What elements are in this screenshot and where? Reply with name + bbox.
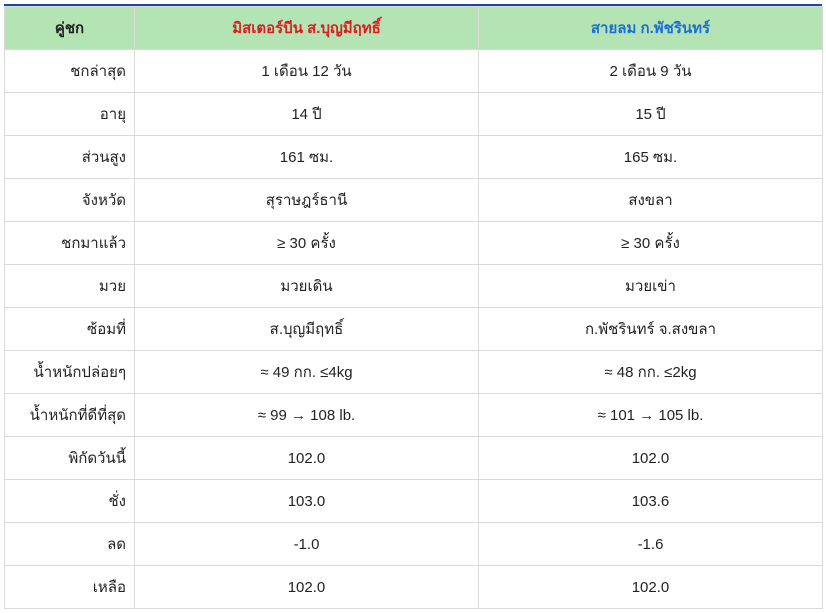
table-row: อายุ 14 ปี 15 ปี — [5, 93, 823, 136]
table-row: ส่วนสูง 161 ซม. 165 ซม. — [5, 136, 823, 179]
header-row: คู่ชก มิสเตอร์บีน ส.บุญมีฤทธิ์ สายลม ก.พ… — [5, 7, 823, 50]
row-value-a: 102.0 — [135, 437, 479, 480]
row-value-b: ≈ 48 กก. ≤2kg — [479, 351, 823, 394]
row-label: พิกัดวันนี้ — [5, 437, 135, 480]
row-value-b: 103.6 — [479, 480, 823, 523]
row-label: น้ำหนักที่ดีที่สุด — [5, 394, 135, 437]
header-fighter-a: มิสเตอร์บีน ส.บุญมีฤทธิ์ — [135, 7, 479, 50]
row-label: ซ้อมที่ — [5, 308, 135, 351]
row-label: ชกมาแล้ว — [5, 222, 135, 265]
table-row: ชั่ง 103.0 103.6 — [5, 480, 823, 523]
row-value-a: ≈ 99 → 108 lb. — [135, 394, 479, 437]
row-value-a: 1 เดือน 12 วัน — [135, 50, 479, 93]
row-value-b: 15 ปี — [479, 93, 823, 136]
row-label: มวย — [5, 265, 135, 308]
row-value-b: ≈ 101 → 105 lb. — [479, 394, 823, 437]
row-value-a: ส.บุญมีฤทธิ์ — [135, 308, 479, 351]
table-row: ชกล่าสุด 1 เดือน 12 วัน 2 เดือน 9 วัน — [5, 50, 823, 93]
row-value-b: ก.พัชรินทร์ จ.สงขลา — [479, 308, 823, 351]
row-value-a: 14 ปี — [135, 93, 479, 136]
row-value-b: 165 ซม. — [479, 136, 823, 179]
table-row: ลด -1.0 -1.6 — [5, 523, 823, 566]
comparison-table-wrap: คู่ชก มิสเตอร์บีน ส.บุญมีฤทธิ์ สายลม ก.พ… — [4, 4, 822, 609]
comparison-table: คู่ชก มิสเตอร์บีน ส.บุญมีฤทธิ์ สายลม ก.พ… — [4, 6, 823, 609]
table-body: ชกล่าสุด 1 เดือน 12 วัน 2 เดือน 9 วัน อา… — [5, 50, 823, 609]
row-value-b: 2 เดือน 9 วัน — [479, 50, 823, 93]
row-value-a: ≥ 30 ครั้ง — [135, 222, 479, 265]
row-value-b: 102.0 — [479, 566, 823, 609]
table-row: จังหวัด สุราษฎร์ธานี สงขลา — [5, 179, 823, 222]
header-fighter-b: สายลม ก.พัชรินทร์ — [479, 7, 823, 50]
row-value-b: สงขลา — [479, 179, 823, 222]
table-row: ชกมาแล้ว ≥ 30 ครั้ง ≥ 30 ครั้ง — [5, 222, 823, 265]
row-value-a: -1.0 — [135, 523, 479, 566]
row-value-a: สุราษฎร์ธานี — [135, 179, 479, 222]
row-value-b: -1.6 — [479, 523, 823, 566]
header-label: คู่ชก — [5, 7, 135, 50]
row-label: ชกล่าสุด — [5, 50, 135, 93]
table-row: เหลือ 102.0 102.0 — [5, 566, 823, 609]
table-row: น้ำหนักปล่อยๆ ≈ 49 กก. ≤4kg ≈ 48 กก. ≤2k… — [5, 351, 823, 394]
row-value-a: 161 ซม. — [135, 136, 479, 179]
row-value-a: ≈ 49 กก. ≤4kg — [135, 351, 479, 394]
row-label: อายุ — [5, 93, 135, 136]
table-row: พิกัดวันนี้ 102.0 102.0 — [5, 437, 823, 480]
row-label: จังหวัด — [5, 179, 135, 222]
row-label: น้ำหนักปล่อยๆ — [5, 351, 135, 394]
row-value-a: 102.0 — [135, 566, 479, 609]
row-label: ลด — [5, 523, 135, 566]
table-row: น้ำหนักที่ดีที่สุด ≈ 99 → 108 lb. ≈ 101 … — [5, 394, 823, 437]
row-value-a: มวยเดิน — [135, 265, 479, 308]
row-value-b: 102.0 — [479, 437, 823, 480]
row-value-a: 103.0 — [135, 480, 479, 523]
table-row: มวย มวยเดิน มวยเข่า — [5, 265, 823, 308]
table-row: ซ้อมที่ ส.บุญมีฤทธิ์ ก.พัชรินทร์ จ.สงขลา — [5, 308, 823, 351]
row-label: ชั่ง — [5, 480, 135, 523]
row-value-b: มวยเข่า — [479, 265, 823, 308]
row-value-b: ≥ 30 ครั้ง — [479, 222, 823, 265]
row-label: ส่วนสูง — [5, 136, 135, 179]
row-label: เหลือ — [5, 566, 135, 609]
